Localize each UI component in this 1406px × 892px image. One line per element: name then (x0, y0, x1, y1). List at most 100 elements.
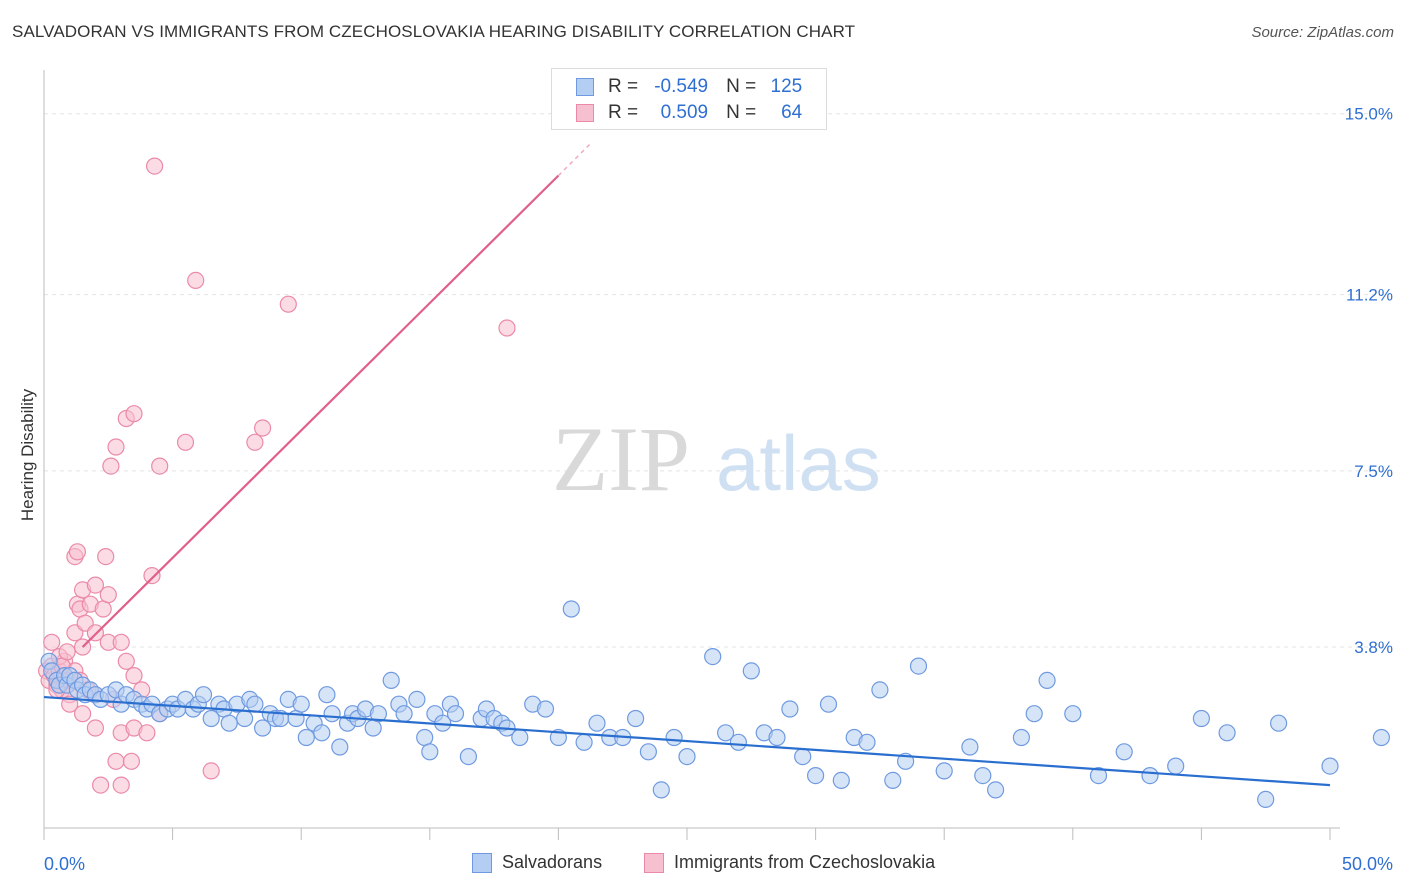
legend-n-label: N = (726, 76, 757, 97)
salvadoran-point (313, 724, 331, 742)
x-tick-labels: 0.0% 50.0% (44, 854, 1393, 874)
salvadoran-point (395, 705, 413, 723)
salvadoran-point (382, 671, 400, 690)
watermark-zip: ZIP (552, 408, 690, 510)
legend-item-czechoslovakia[interactable]: Immigrants from Czechoslovakia (644, 852, 935, 873)
source-label: Source: ZipAtlas.com (1251, 24, 1394, 41)
czechoslovakia-point (86, 719, 105, 737)
czechoslovakia-point (246, 433, 264, 451)
legend-swatch-blue (576, 78, 594, 96)
salvadoran-point (369, 705, 387, 723)
legend-r-label: R = (608, 102, 639, 123)
czechoslovakia-point (99, 586, 117, 604)
salvadoran-point (318, 686, 336, 704)
czechoslovakia-point (86, 576, 105, 594)
salvadoran-point (575, 733, 593, 751)
salvadoran-point (562, 600, 580, 618)
salvadoran-point (511, 728, 529, 747)
y-tick-label: 11.2% (1346, 286, 1393, 305)
czechoslovakia-point (107, 438, 125, 456)
legend-r-value: 0.509 (660, 102, 709, 123)
salvadoran-point (1372, 728, 1391, 747)
salvadoran-point (1192, 709, 1211, 728)
salvadoran-point (297, 728, 315, 747)
salvadoran-point (858, 733, 876, 751)
salvadoran-point (729, 733, 748, 751)
czechoslovakia-point (68, 543, 87, 561)
legend-swatch-pink (576, 104, 594, 122)
salvadoran-point (1257, 790, 1275, 809)
salvadoran-point (254, 719, 272, 737)
salvadoran-point (961, 738, 979, 756)
salvadoran-point (1321, 757, 1339, 775)
czechoslovakia-point (254, 419, 272, 437)
legend-r-value: -0.549 (654, 76, 709, 97)
salvadoran-point (446, 705, 465, 723)
salvadoran-point (459, 747, 477, 766)
salvadoran-point (871, 681, 889, 699)
salvadoran-point (1269, 714, 1288, 732)
czechoslovakia-point (97, 547, 115, 566)
legend-label: Salvadorans (502, 852, 603, 872)
czechoslovakia-point (107, 752, 125, 770)
watermark-atlas: atlas (716, 419, 881, 507)
salvadoran-point (935, 762, 953, 780)
salvadoran-point (331, 738, 349, 756)
salvadoran-point (665, 728, 683, 747)
czechoslovakia-point (117, 652, 135, 670)
czechoslovakia-point (43, 633, 61, 651)
series-salvadorans-points (40, 600, 1391, 809)
correlation-legend: R = -0.549 N = 125 R = 0.509 N = 64 (551, 68, 827, 130)
czechoslovakia-point (91, 776, 110, 794)
salvadoran-point (1025, 705, 1043, 723)
salvadoran-point (768, 728, 786, 747)
czechoslovakia-trend-line (81, 174, 560, 648)
salvadoran-point (220, 714, 238, 732)
legend-item-salvadorans[interactable]: Salvadorans (472, 852, 602, 873)
x-tick-label: 50.0% (1342, 854, 1393, 874)
legend-row-salvadorans: R = -0.549 N = 125 (576, 75, 802, 99)
salvadoran-point (408, 690, 426, 709)
czechoslovakia-point (73, 705, 92, 723)
gridlines (44, 113, 1390, 648)
salvadoran-point (884, 771, 902, 790)
czechoslovakia-point (202, 762, 220, 780)
salvadoran-point (742, 662, 760, 680)
salvadoran-point (236, 709, 254, 728)
legend-swatch-blue (472, 852, 492, 873)
salvadoran-point (716, 724, 735, 742)
legend-r-label: R = (608, 76, 639, 97)
salvadoran-point (832, 771, 850, 790)
salvadoran-point (1089, 766, 1108, 785)
legend-n-label: N = (726, 102, 757, 123)
legend-swatch-pink (644, 852, 664, 873)
trend-lines (43, 141, 1331, 787)
czechoslovakia-point (122, 752, 140, 770)
salvadoran-point (794, 747, 812, 766)
salvadoran-point (652, 781, 670, 799)
salvadoran-point (1038, 671, 1056, 690)
salvadoran-point (704, 647, 722, 666)
czechoslovakia-point (61, 695, 79, 713)
salvadoran-point (781, 700, 799, 718)
czechoslovakia-point (138, 724, 156, 742)
czechoslovakia-point (94, 600, 112, 618)
czechoslovakia-point (58, 643, 76, 661)
czechoslovakia-point (187, 271, 205, 289)
salvadoran-point (1218, 724, 1236, 742)
czechoslovakia-point (112, 776, 130, 794)
czechoslovakia-point (176, 433, 195, 451)
salvadoran-point (806, 766, 825, 785)
salvadoran-point (246, 695, 264, 713)
salvadoran-point (678, 747, 696, 766)
czechoslovakia-point (151, 457, 169, 475)
series-legend: Salvadorans Immigrants from Czechoslovak… (0, 852, 1406, 876)
salvadoran-point (1167, 757, 1185, 775)
y-tick-label: 7.5% (1354, 462, 1393, 481)
legend-n-value: 125 (770, 76, 803, 97)
y-tick-label: 15.0% (1345, 105, 1393, 124)
salvadoran-point (588, 714, 606, 732)
y-tick-label: 3.8% (1354, 638, 1393, 657)
czechoslovakia-point (125, 405, 143, 423)
